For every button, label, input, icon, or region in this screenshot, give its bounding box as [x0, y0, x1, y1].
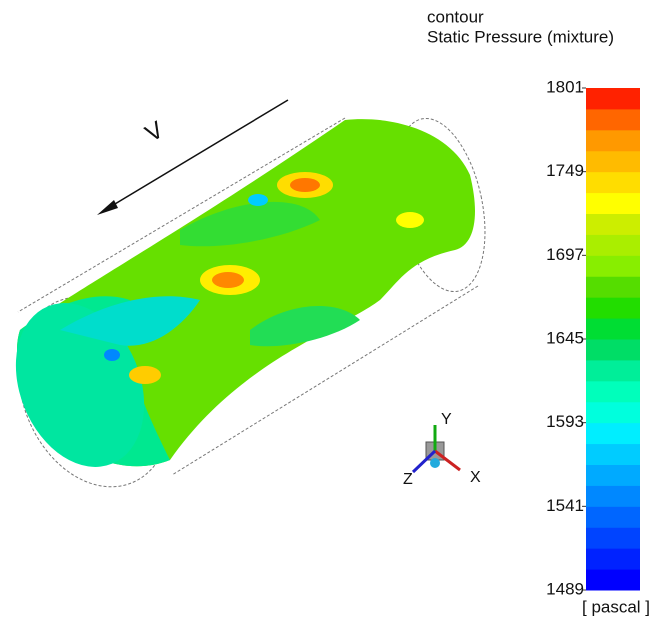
colorbar-band: [586, 171, 640, 194]
colorbar-band: [586, 213, 640, 235]
tick-label: 1593: [546, 412, 584, 431]
colorbar-band: [586, 401, 640, 424]
legend-unit: [ pascal ]: [582, 597, 650, 616]
colorbar-band: [586, 506, 640, 528]
colorbar-band: [586, 464, 640, 486]
tick-label: 1489: [546, 579, 584, 598]
colorbar-band: [586, 108, 640, 131]
colorbar-band: [586, 485, 640, 507]
tick-label: 1645: [546, 328, 584, 347]
colorbar-band: [586, 129, 640, 152]
axis-label-x: X: [470, 469, 481, 486]
colorbar-band: [586, 192, 640, 214]
flow-label: V: [141, 116, 168, 147]
colorbar-band: [586, 443, 640, 465]
colorbar-band: [586, 88, 640, 110]
tick-label: 1697: [546, 245, 584, 264]
tick-label: 1541: [546, 496, 584, 515]
colorbar-band: [586, 359, 640, 382]
colorbar: 1489 1541 1593 1645 1697 1749 1801: [546, 77, 640, 598]
colorbar-band: [586, 150, 640, 173]
tick-label: 1801: [546, 77, 584, 96]
tick-label: 1749: [546, 161, 584, 180]
axis-label-z: Z: [403, 471, 413, 488]
legend-subtitle: Static Pressure (mixture): [427, 27, 614, 46]
colorbar-band: [586, 276, 640, 298]
colorbar-band: [586, 318, 640, 340]
colorbar-band: [586, 422, 640, 445]
colorbar-band: [586, 339, 640, 361]
contour-surface: [15, 119, 476, 467]
colorbar-band: [586, 569, 640, 591]
colorbar-band: [586, 548, 640, 570]
colorbar-band: [586, 255, 640, 277]
axis-label-y: Y: [441, 411, 452, 428]
colorbar-band: [586, 527, 640, 549]
colorbar-band: [586, 234, 640, 256]
colorbar-band: [586, 297, 640, 319]
axis-triad: Y X Z: [403, 411, 481, 488]
colorbar-band: [586, 380, 640, 403]
legend-title: contour: [427, 7, 484, 26]
